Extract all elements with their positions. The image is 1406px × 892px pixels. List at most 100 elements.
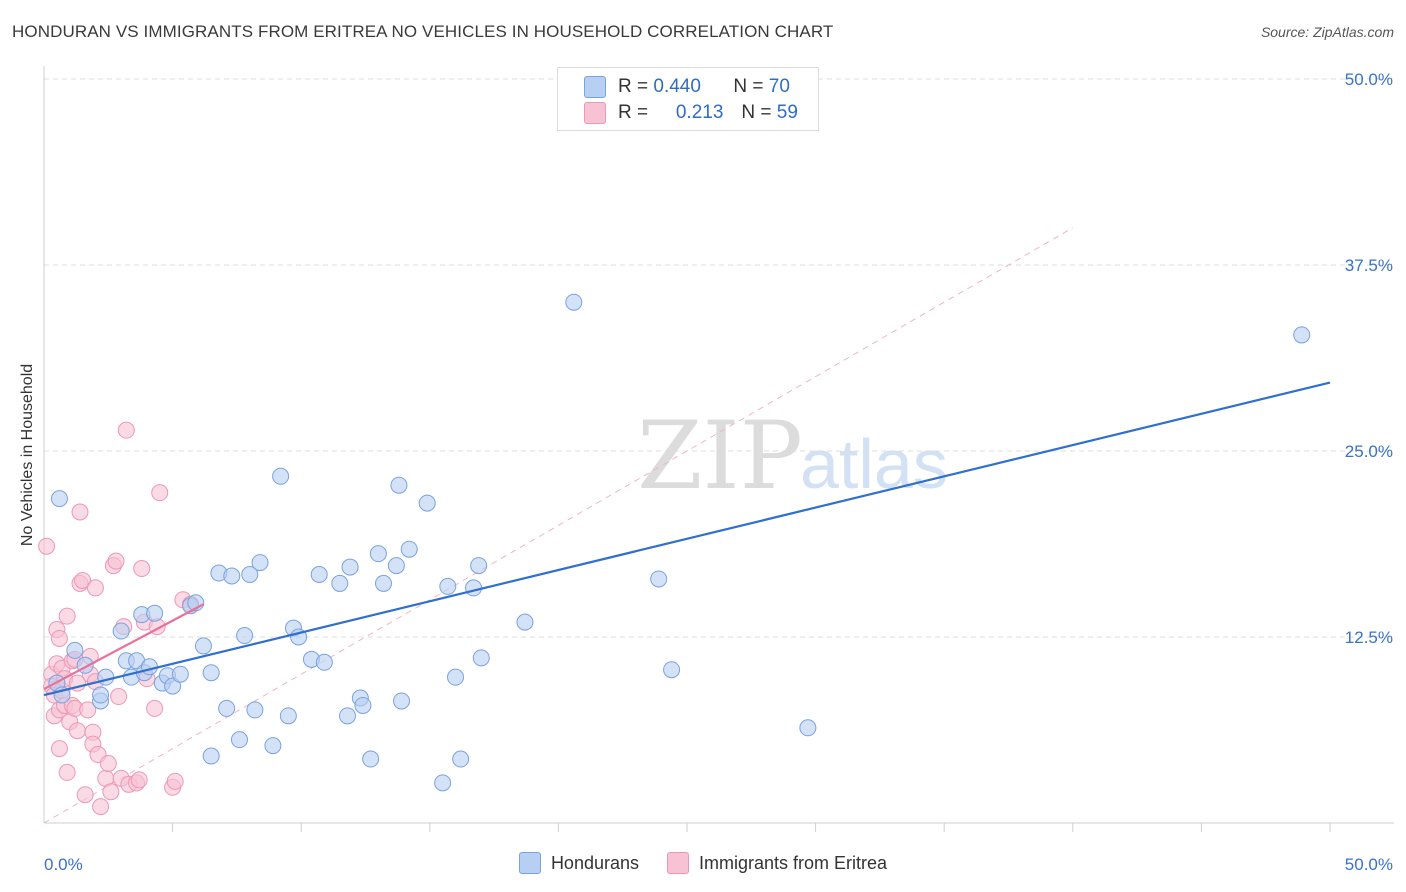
honduran-point-30	[241, 566, 259, 584]
legend-n-hondurans: 70	[768, 76, 790, 97]
y-tick-label-1: 25.0%	[1345, 442, 1393, 461]
honduran-point-0	[50, 490, 68, 508]
eritrea-point-0	[38, 537, 56, 555]
honduran-point-45	[354, 696, 372, 714]
diagonal-reference	[43, 227, 1074, 824]
hondurans-points	[48, 293, 1311, 792]
honduran-point-41	[331, 574, 349, 592]
y-tick-label-3: 50.0%	[1345, 70, 1393, 89]
eritrea-point-53	[151, 484, 169, 502]
honduran-point-6	[92, 686, 110, 704]
honduran-point-33	[264, 737, 282, 755]
honduran-point-31	[246, 701, 264, 719]
eritrea-point-51	[146, 699, 164, 717]
honduran-point-19	[171, 665, 189, 683]
trend-lines	[43, 381, 1331, 697]
bottom-legend: Hondurans Immigrants from Eritrea	[0, 852, 1406, 874]
honduran-point-51	[393, 692, 411, 710]
eritrea-point-47	[130, 771, 148, 789]
honduran-point-63	[650, 570, 668, 588]
honduran-point-22	[194, 637, 212, 655]
legend-n-eritrea: 59	[776, 102, 798, 123]
honduran-point-56	[447, 668, 465, 686]
honduran-point-46	[362, 750, 380, 768]
honduran-point-60	[472, 649, 490, 667]
legend-swatch-hondurans	[584, 76, 606, 98]
watermark-atlas: atlas	[800, 425, 948, 503]
legend-r-eritrea: 0.213	[675, 102, 724, 123]
honduran-point-40	[315, 653, 333, 671]
honduran-point-28	[230, 731, 248, 749]
honduran-point-29	[236, 627, 254, 645]
eritrea-point-35	[92, 798, 110, 816]
honduran-point-18	[164, 677, 182, 695]
bottom-legend-eritrea: Immigrants from Eritrea	[667, 852, 887, 874]
eritrea-point-48	[133, 560, 151, 578]
legend-r-label: R =	[618, 102, 649, 123]
eritrea-point-9	[50, 740, 68, 758]
eritrea-point-15	[58, 763, 76, 781]
eritrea-trend-line	[43, 603, 204, 691]
x-tick-label-1: 50.0%	[1345, 855, 1393, 874]
honduran-point-43	[341, 558, 359, 576]
eritrea-point-21	[68, 722, 86, 740]
bottom-legend-label-hondurans: Hondurans	[550, 852, 639, 873]
honduran-point-50	[390, 476, 408, 494]
honduran-point-48	[375, 574, 393, 592]
honduran-point-14	[140, 658, 158, 676]
honduran-point-35	[279, 707, 297, 725]
honduran-point-52	[400, 540, 418, 558]
bottom-legend-swatch-eritrea	[667, 852, 689, 874]
honduran-point-15	[146, 604, 164, 622]
honduran-point-3	[66, 641, 84, 659]
honduran-point-58	[465, 579, 483, 597]
honduran-point-64	[663, 661, 681, 679]
legend: R = 0.440 N = 70 R = 0.213 N = 59	[557, 67, 819, 131]
honduran-point-47	[369, 545, 387, 563]
honduran-point-32	[251, 554, 269, 572]
legend-row-eritrea: R = 0.213 N = 59	[584, 100, 798, 126]
honduran-point-57	[452, 750, 470, 768]
eritrea-point-25	[74, 571, 92, 589]
honduran-point-34	[272, 467, 290, 485]
eritrea-point-38	[102, 783, 120, 801]
x-tick-label-0: 0.0%	[44, 855, 83, 874]
legend-swatch-eritrea	[584, 102, 606, 124]
eritrea-point-44	[117, 421, 135, 439]
legend-n-label: N =	[733, 76, 764, 97]
honduran-point-53	[418, 494, 436, 512]
eritrea-point-23	[71, 503, 89, 521]
eritrea-point-32	[86, 579, 104, 597]
gridlines	[44, 78, 1394, 638]
legend-r-hondurans: 0.440	[653, 76, 701, 97]
honduran-point-27	[223, 567, 241, 585]
honduran-point-62	[565, 293, 583, 311]
eritrea-point-40	[107, 552, 125, 570]
y-tick-label-2: 37.5%	[1345, 256, 1393, 275]
honduran-point-8	[112, 622, 130, 640]
bottom-legend-label-eritrea: Immigrants from Eritrea	[699, 852, 888, 873]
honduran-point-42	[338, 707, 356, 725]
honduran-point-61	[516, 613, 534, 631]
watermark-zip: ZIP	[637, 402, 803, 511]
honduran-point-24	[202, 664, 220, 682]
source-label: Source: ZipAtlas.com	[1260, 24, 1394, 40]
eritrea-point-37	[99, 754, 117, 772]
honduran-point-49	[387, 557, 405, 575]
legend-row-hondurans: R = 0.440 N = 70	[584, 74, 790, 100]
bottom-legend-swatch-hondurans	[518, 852, 541, 874]
axes	[43, 66, 1394, 832]
diagonal-reference-line	[43, 227, 1074, 824]
honduran-point-65	[799, 719, 817, 737]
eritrea-point-41	[110, 688, 128, 706]
chart-title: HONDURAN VS IMMIGRANTS FROM ERITREA NO V…	[12, 22, 834, 41]
eritrea-point-55	[166, 772, 184, 790]
legend-n-label: N =	[741, 102, 772, 123]
honduran-point-55	[439, 577, 457, 595]
eritrea-point-8	[50, 629, 68, 647]
honduran-point-7	[97, 668, 115, 686]
eritrea-point-26	[76, 786, 94, 804]
honduran-point-26	[218, 699, 236, 717]
tick-labels: 12.5% 25.0% 37.5% 50.0% 0.0% 50.0%	[44, 70, 1393, 874]
